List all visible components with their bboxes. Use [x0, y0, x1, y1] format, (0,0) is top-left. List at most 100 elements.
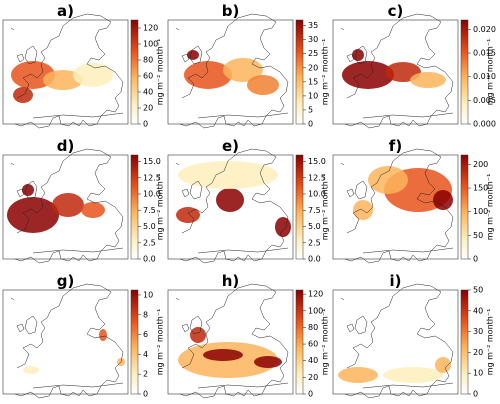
map	[10, 13, 124, 129]
colorbar-tick-label: 10.0	[143, 190, 161, 199]
colorbar-tick-label: 0.0	[143, 255, 156, 264]
colorbar-tick-label: 15	[308, 77, 318, 86]
colorbar-tick-label: 7.5	[308, 206, 321, 215]
colorbar-tick-label: 10	[308, 91, 318, 100]
colorbar-label: mg m⁻² month⁻¹	[486, 309, 495, 376]
panel-label: f)	[389, 137, 402, 155]
map	[7, 148, 124, 264]
map	[340, 148, 454, 264]
colorbar-tick-label: 15.0	[143, 157, 161, 166]
panel-label: a)	[57, 2, 74, 20]
colorbar-tick-label: 7.5	[143, 206, 156, 215]
heat-patch	[203, 349, 243, 361]
colorbar-label: mg m⁻² month⁻¹	[321, 39, 330, 106]
colorbar-tick-label: 0.0	[308, 255, 321, 264]
colorbar-tick-label: 40	[473, 306, 483, 315]
colorbar-label: mg m⁻² month⁻¹	[321, 174, 330, 241]
colorbar-tick-label: 12.5	[143, 173, 161, 182]
heat-patch	[190, 327, 206, 343]
heat-patch	[254, 356, 282, 368]
colorbar	[295, 19, 304, 125]
colorbar-tick-label: 10	[473, 369, 483, 378]
colorbar-tick-label: 4	[143, 350, 148, 359]
colorbar-tick-label: 100	[143, 40, 158, 49]
colorbar-tick-label: 200	[473, 160, 488, 169]
heat-patch	[433, 190, 453, 210]
colorbar-tick-label: 30	[308, 35, 318, 44]
heat-patch	[368, 166, 408, 194]
colorbar	[460, 154, 469, 260]
heat-patch	[7, 197, 59, 233]
colorbar-tick-label: 0	[308, 120, 313, 129]
panel-label: g)	[57, 272, 75, 290]
colorbar-tick-label: 50	[473, 231, 483, 240]
colorbar-tick-label: 60	[308, 340, 318, 349]
colorbar-tick-label: 0.015	[473, 49, 496, 58]
heat-patch	[178, 161, 278, 189]
map	[340, 13, 454, 129]
panel-label: e)	[222, 137, 239, 155]
colorbar-tick-label: 0	[143, 120, 148, 129]
colorbar-tick-label: 20	[473, 348, 483, 357]
colorbar-tick-label: 12.5	[308, 173, 326, 182]
panel-label: d)	[57, 137, 75, 155]
colorbar-tick-label: 35	[308, 21, 318, 30]
colorbar-tick-label: 10	[143, 290, 153, 299]
map	[175, 13, 289, 129]
heat-patch	[52, 193, 84, 217]
colorbar-tick-label: 30	[473, 327, 483, 336]
heat-patch	[81, 202, 105, 218]
heat-patch	[342, 61, 394, 89]
map	[338, 283, 454, 399]
panel-label: b)	[222, 2, 240, 20]
panel-label: c)	[388, 2, 404, 20]
colorbar-label: mg m⁻² month⁻¹	[321, 309, 330, 376]
colorbar-tick-label: 20	[143, 104, 153, 113]
heat-patch	[73, 63, 113, 87]
colorbar-tick-label: 60	[143, 72, 153, 81]
colorbar-tick-label: 150	[473, 184, 488, 193]
heat-patch	[353, 200, 373, 220]
colorbar-tick-label: 120	[308, 290, 323, 299]
colorbar	[460, 19, 469, 125]
colorbar-tick-label: 2.5	[308, 238, 321, 247]
colorbar-tick-label: 2.5	[143, 238, 156, 247]
colorbar-tick-label: 10.0	[308, 190, 326, 199]
heat-patch	[216, 188, 244, 212]
map	[175, 148, 291, 264]
colorbar-tick-label: 40	[308, 356, 318, 365]
colorbar-label: mg m⁻² month⁻¹	[156, 309, 165, 376]
colorbar-tick-label: 100	[308, 306, 323, 315]
colorbar-tick-label: 0.020	[473, 25, 496, 34]
colorbar	[295, 154, 304, 260]
colorbar	[295, 289, 304, 395]
colorbar-tick-label: 80	[143, 56, 153, 65]
colorbar-tick-label: 6	[143, 330, 148, 339]
colorbar-tick-label: 15.0	[308, 157, 326, 166]
colorbar-tick-label: 0	[308, 390, 313, 399]
heat-patch	[383, 367, 443, 383]
colorbar-label: mg m⁻² month⁻¹	[156, 39, 165, 106]
colorbar-tick-label: 8	[143, 310, 148, 319]
heat-patch	[23, 366, 39, 374]
heat-patch	[99, 329, 107, 341]
colorbar	[130, 289, 139, 395]
colorbar-tick-label: 2	[143, 370, 148, 379]
colorbar-tick-label: 0	[143, 390, 148, 399]
colorbar-tick-label: 0	[473, 255, 478, 264]
colorbar-tick-label: 5	[308, 105, 313, 114]
panel-label: h)	[222, 272, 240, 290]
colorbar-label: mg m⁻² month⁻¹	[156, 174, 165, 241]
colorbar-tick-label: 100	[473, 207, 488, 216]
colorbar-label: mg m⁻² month⁻¹	[486, 39, 495, 106]
heat-patch	[184, 61, 232, 89]
map	[175, 283, 289, 399]
map	[10, 283, 125, 399]
colorbar	[130, 19, 139, 125]
colorbar	[130, 154, 139, 260]
colorbar-tick-label: 5.0	[308, 222, 321, 231]
colorbar-tick-label: 0.010	[473, 72, 496, 81]
colorbar-tick-label: 50	[473, 286, 483, 295]
colorbar-tick-label: 120	[143, 24, 158, 33]
